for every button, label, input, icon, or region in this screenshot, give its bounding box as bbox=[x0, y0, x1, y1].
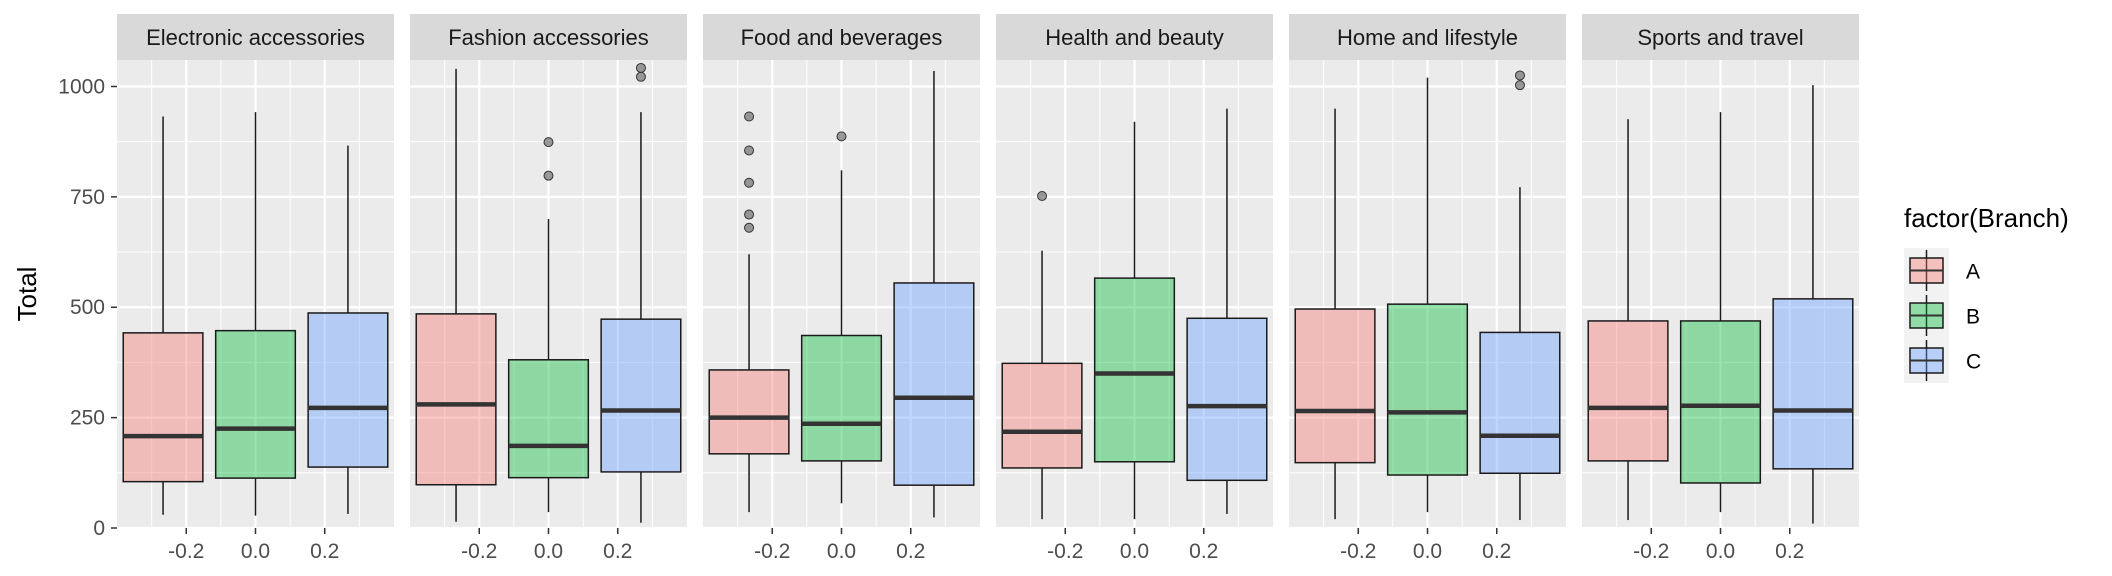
outlier-point bbox=[744, 177, 755, 188]
box-c bbox=[1186, 108, 1268, 514]
box-iqr bbox=[600, 318, 682, 473]
facet-strip-label: Fashion accessories bbox=[448, 25, 649, 50]
x-tick-label: 0.0 bbox=[241, 540, 270, 563]
facet-panel: Sports and travel -0.2 0.0 0.2 bbox=[1582, 14, 1859, 563]
y-tick-label: 0 bbox=[93, 517, 105, 540]
box-iqr bbox=[1294, 308, 1376, 464]
box-c bbox=[307, 145, 389, 514]
x-tick-label: 0.2 bbox=[1775, 540, 1804, 563]
facet-strip bbox=[1582, 14, 1859, 60]
box-iqr bbox=[1772, 298, 1854, 470]
y-tick-label: 500 bbox=[70, 296, 105, 319]
box-b bbox=[214, 112, 297, 516]
box-iqr bbox=[214, 329, 297, 479]
box-b bbox=[1386, 77, 1469, 513]
y-tick-label: 750 bbox=[70, 186, 105, 209]
box-a bbox=[708, 111, 790, 513]
facet-strip-label: Sports and travel bbox=[1637, 25, 1803, 50]
facet-panel: Health and beauty -0.2 0.0 0.2 bbox=[996, 14, 1273, 563]
facet-panel: Food and beverages -0.2 0.0 0.2 bbox=[703, 14, 980, 563]
x-tick-label: -0.2 bbox=[1047, 540, 1083, 563]
box-iqr bbox=[1479, 331, 1561, 475]
x-tick-label: 0.0 bbox=[1413, 540, 1442, 563]
x-tick-label: -0.2 bbox=[1633, 540, 1669, 563]
box-iqr bbox=[415, 313, 497, 486]
box-c bbox=[893, 71, 975, 518]
outlier-point bbox=[543, 170, 554, 181]
y-tick-label: 1000 bbox=[58, 75, 105, 98]
legend: factor(Branch) ABC bbox=[1904, 203, 2069, 383]
legend-title: factor(Branch) bbox=[1904, 203, 2069, 233]
box-b bbox=[507, 137, 590, 513]
outlier-point bbox=[1514, 70, 1525, 81]
x-tick-label: 0.2 bbox=[1189, 540, 1218, 563]
facet-strip bbox=[117, 14, 394, 60]
legend-label: A bbox=[1966, 261, 1980, 284]
box-c bbox=[1772, 85, 1854, 524]
outlier-point bbox=[744, 222, 755, 233]
facet-panel: Fashion accessories -0.2 0.0 0.2 bbox=[410, 14, 687, 563]
y-tick-label: 250 bbox=[70, 407, 105, 430]
facet-strip bbox=[703, 14, 980, 60]
x-tick-label: 0.2 bbox=[310, 540, 339, 563]
box-a bbox=[122, 116, 204, 515]
outlier-point bbox=[744, 209, 755, 220]
box-iqr bbox=[1186, 317, 1268, 482]
x-tick-label: -0.2 bbox=[754, 540, 790, 563]
outlier-point bbox=[1037, 190, 1048, 201]
facet-strip-label: Health and beauty bbox=[1045, 25, 1224, 50]
box-c bbox=[600, 62, 682, 523]
facet-strip bbox=[996, 14, 1273, 60]
box-a bbox=[1001, 190, 1083, 520]
box-iqr bbox=[1001, 362, 1083, 469]
box-c bbox=[1479, 70, 1561, 521]
facet-strip bbox=[410, 14, 687, 60]
x-tick-label: 0.0 bbox=[534, 540, 563, 563]
legend-label: C bbox=[1966, 351, 1981, 374]
outlier-point bbox=[635, 62, 646, 73]
box-iqr bbox=[708, 369, 790, 455]
facet-strip-label: Food and beverages bbox=[741, 25, 943, 50]
legend-label: B bbox=[1966, 306, 1980, 329]
facet-panel: Home and lifestyle -0.2 0.0 0.2 bbox=[1289, 14, 1566, 563]
x-tick-label: 0.2 bbox=[896, 540, 925, 563]
outlier-point bbox=[744, 145, 755, 156]
box-a bbox=[415, 68, 497, 522]
box-iqr bbox=[122, 332, 204, 483]
x-tick-label: -0.2 bbox=[1340, 540, 1376, 563]
outlier-point bbox=[635, 71, 646, 82]
box-iqr bbox=[800, 334, 883, 462]
outlier-point bbox=[543, 137, 554, 148]
outlier-point bbox=[744, 111, 755, 122]
box-b bbox=[800, 131, 883, 504]
box-a bbox=[1587, 119, 1669, 521]
box-b bbox=[1093, 121, 1176, 520]
outlier-point bbox=[836, 131, 847, 142]
facet-strip bbox=[1289, 14, 1566, 60]
box-iqr bbox=[507, 359, 590, 479]
box-a bbox=[1294, 108, 1376, 520]
x-tick-label: -0.2 bbox=[168, 540, 204, 563]
box-iqr bbox=[1587, 320, 1669, 462]
facet-strip-label: Electronic accessories bbox=[146, 25, 365, 50]
facet-strip-label: Home and lifestyle bbox=[1337, 25, 1518, 50]
box-iqr bbox=[893, 282, 975, 486]
facet-panel: Electronic accessories -0.2 0.0 0.2 bbox=[117, 14, 394, 563]
x-tick-label: 0.2 bbox=[603, 540, 632, 563]
x-tick-label: 0.2 bbox=[1482, 540, 1511, 563]
box-b bbox=[1679, 112, 1762, 513]
y-axis-title: Total bbox=[12, 267, 42, 322]
x-tick-label: 0.0 bbox=[1706, 540, 1735, 563]
outlier-point bbox=[1514, 80, 1525, 91]
box-iqr bbox=[1093, 277, 1176, 463]
box-iqr bbox=[307, 312, 389, 468]
box-iqr bbox=[1386, 303, 1469, 476]
x-tick-label: 0.0 bbox=[1120, 540, 1149, 563]
x-tick-label: -0.2 bbox=[461, 540, 497, 563]
box-iqr bbox=[1679, 320, 1762, 484]
x-tick-label: 0.0 bbox=[827, 540, 856, 563]
